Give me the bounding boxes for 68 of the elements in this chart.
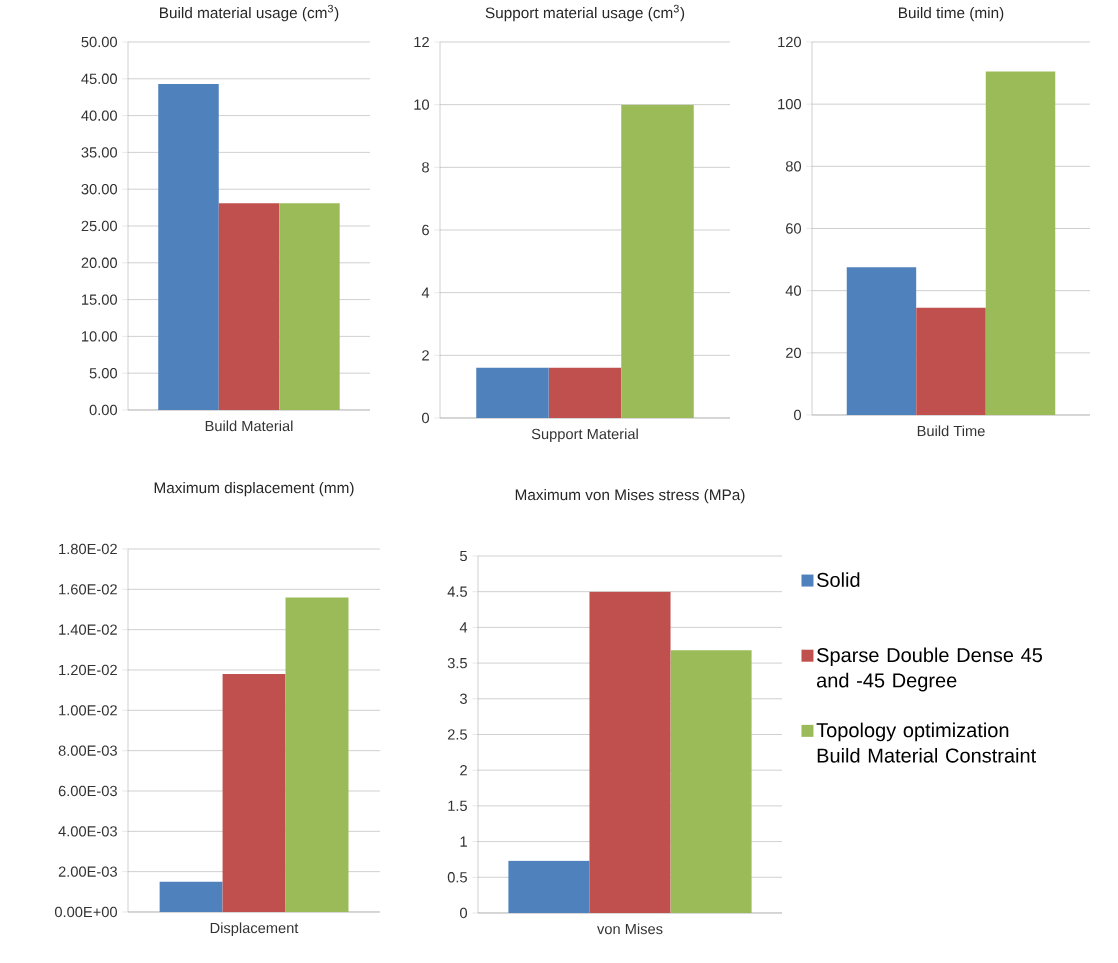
y-tick-label: 0.5 [447,872,467,883]
bar [285,597,349,912]
y-tick-label: 3 [460,693,467,704]
y-tick-label: 20 [786,347,802,359]
x-tick-label: Build Time [917,425,985,437]
chart-title: Build material usage (cm$^{3}$) [160,4,339,22]
y-tick-label: 20.00 [81,257,118,268]
y-tick-label: 0 [460,907,468,919]
y-tick-label: 3.5 [447,657,467,669]
y-tick-label: 6 [422,224,429,236]
y-tick-label: 4 [421,287,430,298]
y-tick-label: 1 [460,836,467,847]
y-tick-label: 4 [459,622,468,633]
bar [508,860,590,913]
y-tick-label: 10.00 [82,331,118,342]
y-tick-label: 8.00E-03 [58,745,117,756]
y-tick-label: 1.20E-02 [59,664,117,676]
bar [222,674,286,912]
y-tick-label: 25.00 [81,220,118,232]
y-tick-label: 40 [785,285,802,296]
y-tick-label: 2.5 [447,729,467,740]
y-tick-label: 35.00 [81,147,118,158]
y-tick-label: 40.00 [81,110,118,121]
y-tick-label: 120 [778,36,802,48]
y-tick-label: 0.00E+00 [54,906,118,918]
y-tick-label: 4.00E-03 [58,826,117,837]
bar [159,881,223,912]
y-tick-label: 100 [778,98,802,110]
legend-label: Topology optimization Build Material Constraint [816,722,1037,763]
y-tick-label: 4.5 [447,586,467,597]
y-tick-label: 1.00E-02 [59,705,117,716]
chart-title: Maximum displacement (mm) [154,481,354,497]
chart-title: Build time (min) [899,7,1004,22]
y-tick-label: 1.5 [448,800,467,812]
x-tick-label: Displacement [210,922,299,937]
y-tick-label: 50.00 [81,36,118,48]
legend-label: Sparse Double Dense 45 and -45 Degree [816,647,1043,692]
y-tick-label: 5.00 [89,368,118,379]
y-tick-label: 30.00 [81,184,118,195]
y-tick-label: 1.60E-02 [59,584,117,595]
x-tick-label: Support Material [531,428,638,443]
y-tick-label: 0 [422,412,430,424]
bar [670,650,752,913]
y-tick-label: 45.00 [81,73,118,84]
y-tick-label: 10 [414,99,430,110]
y-tick-label: 5 [460,550,467,562]
y-tick-label: 6.00E-03 [58,785,117,797]
chart-title: Support material usage (cm$^{3}$) [485,4,685,22]
legend-label: Solid [817,572,860,587]
y-tick-label: 60 [786,223,802,234]
y-tick-label: 2 [422,350,429,361]
bar [846,267,917,415]
y-tick-label: 15.00 [82,294,118,305]
y-tick-label: 80 [785,161,802,172]
bar [589,591,671,913]
y-tick-label: 2 [460,765,467,776]
chart-title: Maximum von Mises stress (MPa) [515,489,745,504]
y-tick-label: 0.00 [89,404,118,416]
y-tick-label: 1.40E-02 [59,624,117,635]
y-tick-label: 0 [794,409,802,421]
y-tick-label: 1.80E-02 [59,543,117,555]
y-tick-label: 8 [422,162,429,173]
x-tick-label: von Mises [597,923,663,935]
x-tick-label: Build Material [205,420,293,432]
bar [916,307,986,415]
y-tick-label: 2.00E-03 [58,866,117,877]
y-tick-label: 12 [414,36,429,48]
bar [985,71,1056,415]
